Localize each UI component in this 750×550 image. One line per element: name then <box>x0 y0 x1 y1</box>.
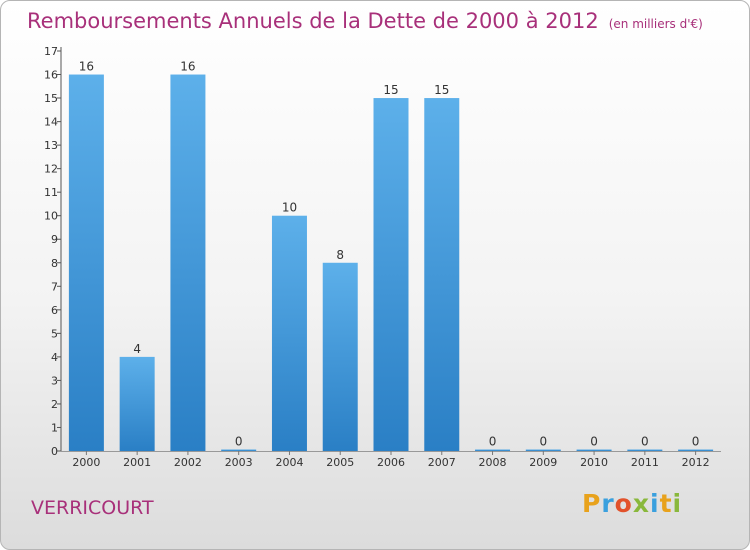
bar-value-label: 15 <box>434 83 449 97</box>
bar <box>475 449 511 451</box>
x-tick-label: 2006 <box>377 456 405 469</box>
y-tick-label: 6 <box>51 304 58 317</box>
y-tick-label: 13 <box>44 139 58 152</box>
bar-value-label: 0 <box>489 435 497 449</box>
y-tick-label: 14 <box>44 116 58 129</box>
y-tick-label: 3 <box>51 374 58 387</box>
bar-value-label: 8 <box>336 248 344 262</box>
title-unit: (en milliers d'€) <box>608 17 703 31</box>
bar-value-label: 0 <box>641 435 649 449</box>
bars-layer: 16 4 16 0 10 8 15 15 0 0 0 0 0 <box>68 60 714 451</box>
bar <box>424 98 460 451</box>
proxiti-logo: Proxiti <box>582 489 682 518</box>
y-tick-label: 7 <box>51 280 58 293</box>
x-tick-label: 2008 <box>479 456 507 469</box>
y-tick-label: 17 <box>44 45 58 58</box>
bar <box>627 449 663 451</box>
x-tick-label: 2002 <box>174 456 202 469</box>
y-tick-label: 1 <box>51 421 58 434</box>
y-tick-label: 11 <box>44 186 58 199</box>
x-tick-label: 2009 <box>529 456 557 469</box>
logo-letter: x <box>632 489 650 518</box>
y-tick-label: 10 <box>44 210 58 223</box>
bar-value-label: 0 <box>692 435 700 449</box>
logo-letter: r <box>601 489 615 518</box>
y-tick-label: 15 <box>44 92 58 105</box>
y-tick-label: 8 <box>51 257 58 270</box>
x-tick-label: 2003 <box>225 456 253 469</box>
bar <box>68 74 104 451</box>
y-tick-label: 12 <box>44 163 58 176</box>
bar <box>576 449 612 451</box>
y-tick-label: 16 <box>44 69 58 82</box>
bar-value-label: 16 <box>79 60 94 74</box>
bar-value-label: 10 <box>282 201 297 215</box>
bar-value-label: 0 <box>539 435 547 449</box>
x-tick-label: 2007 <box>428 456 456 469</box>
bar-value-label: 0 <box>235 435 243 449</box>
bar <box>221 449 257 451</box>
y-tick-label: 0 <box>51 445 58 458</box>
x-tick-label: 2000 <box>72 456 100 469</box>
y-tick-label: 2 <box>51 398 58 411</box>
logo-letter: o <box>614 489 633 518</box>
x-tick-label: 2010 <box>580 456 608 469</box>
logo-letter: t <box>659 489 673 518</box>
y-tick-label: 9 <box>51 233 58 246</box>
logo-letter: P <box>582 489 602 518</box>
bar <box>373 98 409 451</box>
bar-value-label: 4 <box>133 342 141 356</box>
x-tick-label: 2004 <box>275 456 303 469</box>
x-tick-label: 2011 <box>631 456 659 469</box>
bar-value-label: 16 <box>180 60 195 74</box>
bar-value-label: 0 <box>590 435 598 449</box>
bar <box>678 449 714 451</box>
bar <box>322 262 358 451</box>
chart-title: Remboursements Annuels de la Dette de 20… <box>27 9 703 33</box>
y-tick-label: 4 <box>51 351 58 364</box>
x-tick-label: 2012 <box>682 456 710 469</box>
bar <box>119 356 155 451</box>
bar <box>271 215 307 451</box>
bar <box>170 74 206 451</box>
logo-letter: i <box>672 489 683 518</box>
bar <box>525 449 561 451</box>
x-tick-label: 2005 <box>326 456 354 469</box>
x-tick-label: 2001 <box>123 456 151 469</box>
title-text: Remboursements Annuels de la Dette de 20… <box>27 9 599 33</box>
y-tick-label: 5 <box>51 327 58 340</box>
bar-value-label: 15 <box>383 83 398 97</box>
logo-letter: i <box>650 489 660 518</box>
commune-name: VERRICOURT <box>31 497 154 519</box>
